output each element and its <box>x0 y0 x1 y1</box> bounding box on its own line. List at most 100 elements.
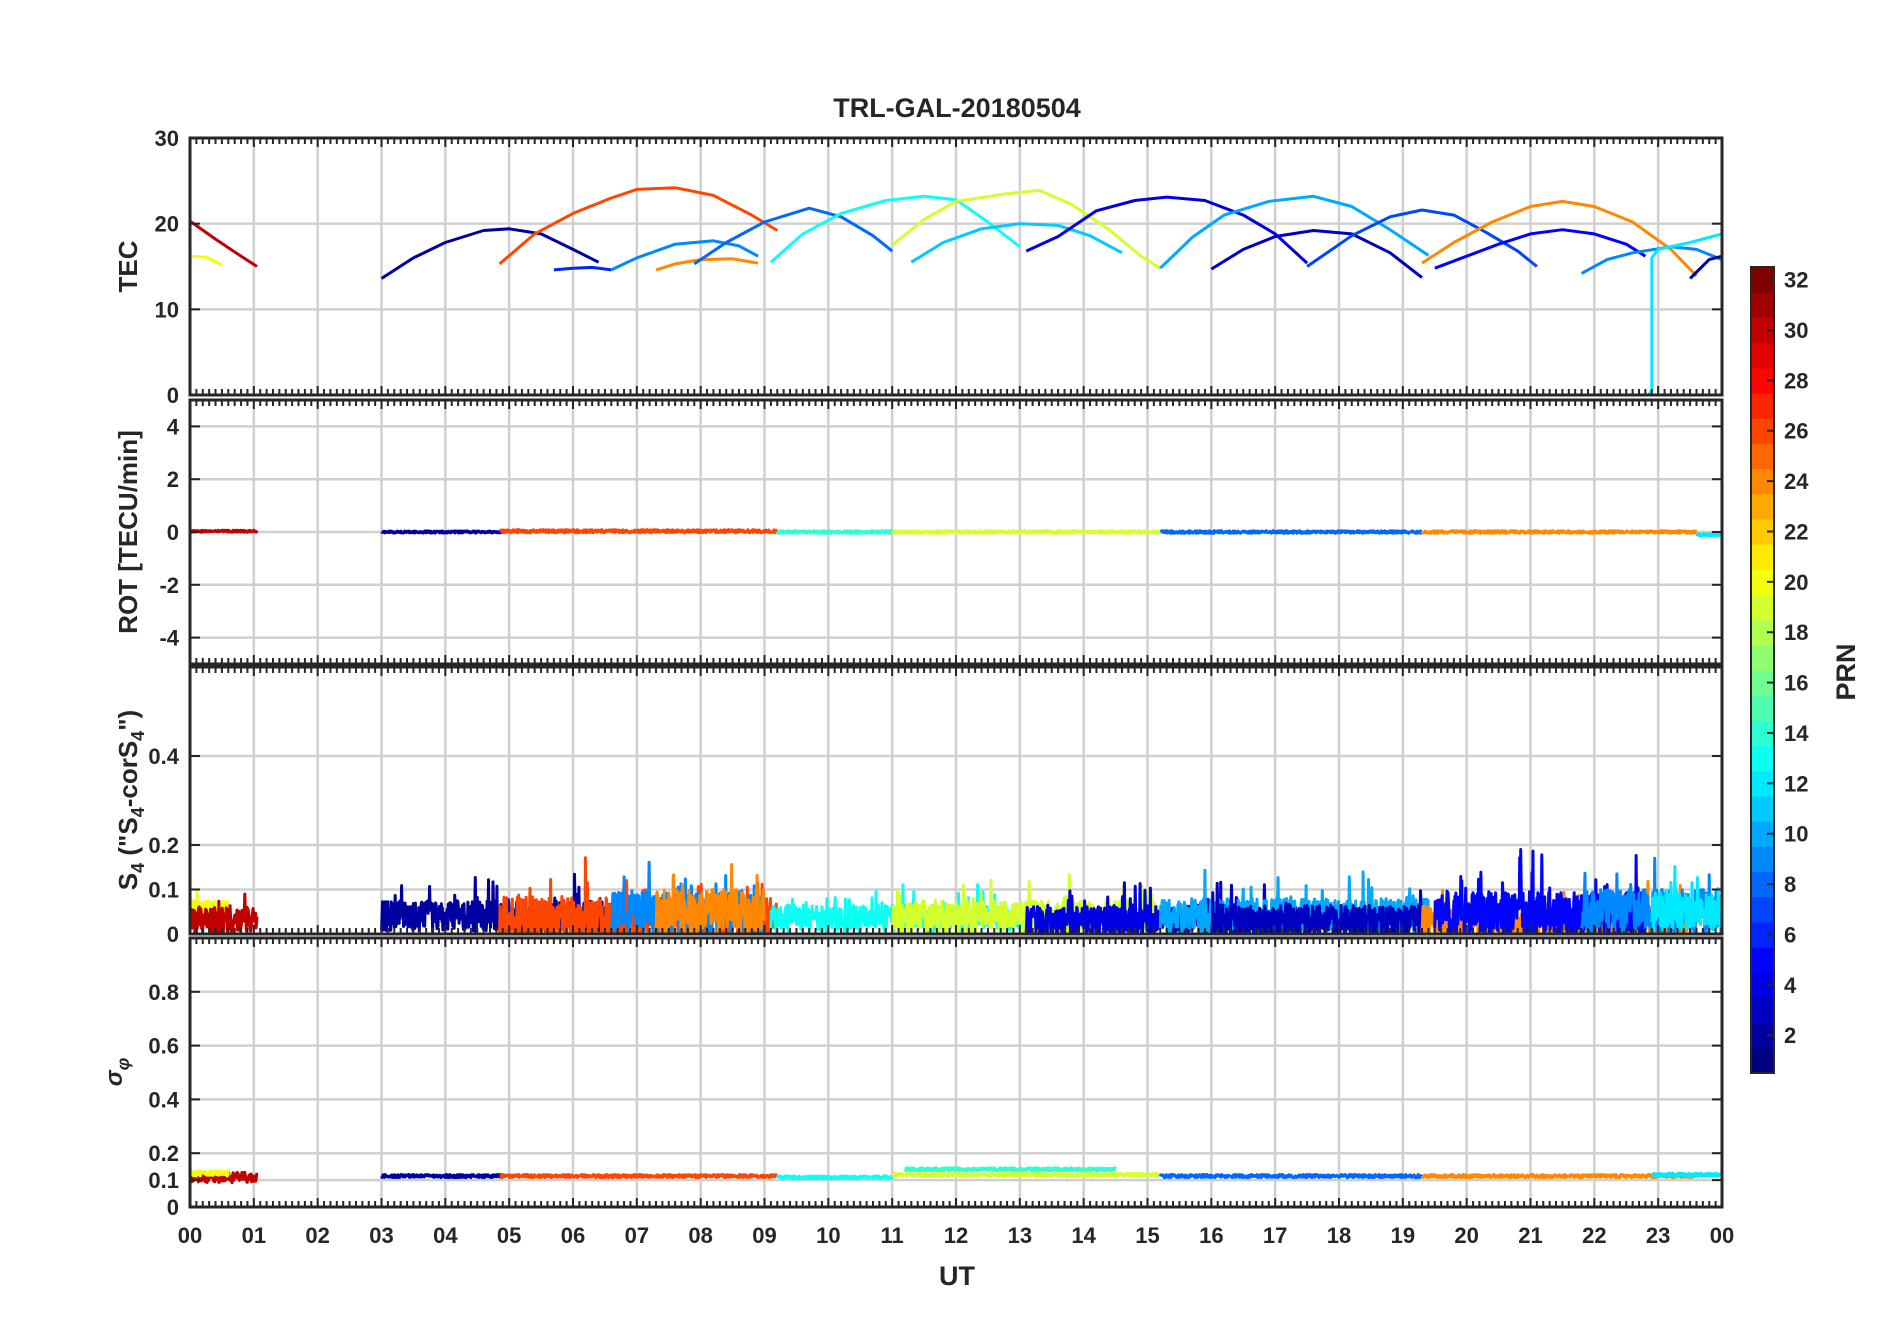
colorbar-label: PRN <box>1831 643 1861 700</box>
sigma-series-prn-13 <box>775 1174 894 1181</box>
x-tick-label: 18 <box>1327 1223 1351 1248</box>
x-tick-label: 21 <box>1518 1223 1542 1248</box>
colorbar-tick-label: 18 <box>1784 620 1808 645</box>
s4-series-prn-12 <box>1650 865 1724 931</box>
x-tick-label: 00 <box>178 1223 202 1248</box>
colorbar-tick-label: 30 <box>1784 318 1808 343</box>
colorbar-segment <box>1751 493 1774 520</box>
colorbar-segment <box>1751 720 1774 747</box>
colorbar-segment <box>1751 518 1774 545</box>
colorbar-tick-label: 4 <box>1784 973 1797 998</box>
rot-series-prn-2 <box>380 529 505 535</box>
s4-y-tick-label: 0 <box>167 922 179 947</box>
s4-axes: 0 0.1 0.2 0.4 <box>148 665 1724 947</box>
colorbar-tick-label: 2 <box>1784 1023 1796 1048</box>
rot-series-prn-14 <box>775 529 894 535</box>
sigma-series-prn-26 <box>498 1173 779 1180</box>
colorbar-segment <box>1751 745 1774 772</box>
x-tick-labels: 00 01 02 03 04 05 06 07 08 09 10 11 12 13 14 15 16 17 18 19… <box>178 1223 1734 1248</box>
colorbar-tick-label: 32 <box>1784 268 1808 293</box>
s4-series-prn-3 <box>1209 881 1424 936</box>
colorbar-segment <box>1751 367 1774 394</box>
s4-label-open: ("S <box>113 817 143 863</box>
tec-series-prn-13 <box>769 194 1021 264</box>
colorbar-tick-label: 12 <box>1784 771 1808 796</box>
x-tick-label: 22 <box>1582 1223 1606 1248</box>
sigma-series-prn-12 <box>1650 1171 1724 1178</box>
colorbar-segment <box>1751 468 1774 495</box>
rot-series-prn-30 <box>188 528 259 534</box>
sigma-label-sigma: σ <box>101 1069 128 1086</box>
sigma-y-tick-label: 0.1 <box>148 1168 179 1193</box>
s4-label-sub3: 4 <box>128 731 148 741</box>
rot-y-tick-label: -4 <box>159 626 179 651</box>
sigma-series-prn-30 <box>189 1170 259 1185</box>
tec-series-prn-20 <box>189 254 223 267</box>
sigma-axes: 00.10.2 0.4 0.6 0.8 <box>148 936 1724 1220</box>
chart-title: TRL-GAL-20180504 <box>833 93 1081 123</box>
sigma-y-axis-label: σφ <box>101 1057 133 1086</box>
sigma-label-phi: φ <box>113 1057 133 1070</box>
tec-series-prn-2 <box>380 227 600 280</box>
colorbar-tick-label: 10 <box>1784 822 1808 847</box>
colorbar-tick-label: 6 <box>1784 922 1796 947</box>
sigma-series-prn-24 <box>1420 1173 1698 1180</box>
tec-series <box>189 186 1723 396</box>
sigma-y-tick-label: 0.4 <box>148 1087 179 1112</box>
s4-label-mid: -corS <box>113 741 143 807</box>
x-tick-label: 13 <box>1008 1223 1032 1248</box>
colorbar-segment <box>1751 670 1774 696</box>
colorbar-segment <box>1751 695 1774 721</box>
colorbar-tick-label: 22 <box>1784 519 1808 544</box>
colorbar-segment <box>1751 921 1774 948</box>
colorbar-segment <box>1751 619 1774 646</box>
sigma-series-prn-2 <box>380 1173 505 1180</box>
tec-series-prn-2 <box>1689 254 1723 280</box>
s4-label-close: ") <box>113 710 143 731</box>
tec-y-tick-label: 0 <box>167 383 179 408</box>
colorbar-tick-label: 8 <box>1784 872 1796 897</box>
rot-y-tick-label: 4 <box>167 414 180 439</box>
tec-series-prn-8 <box>693 206 894 266</box>
colorbar-frame <box>1750 266 1775 1074</box>
tec-series-prn-9 <box>610 239 759 272</box>
rot-series <box>188 528 1724 538</box>
s4-series-prn-30 <box>188 892 259 935</box>
tec-series-prn-10 <box>1159 194 1430 270</box>
rot-series-prn-24 <box>1420 529 1698 535</box>
colorbar-segment <box>1751 821 1774 847</box>
colorbar-segment <box>1751 569 1774 596</box>
tec-series-prn-3 <box>1210 229 1423 279</box>
x-axis-label: UT <box>939 1261 975 1291</box>
rot-y-tick-label: -2 <box>159 573 179 598</box>
s4-panel: 00.10.20.4 S4 ("S4-corS4") <box>113 665 1724 947</box>
sigma-panel: 00.10.2 0.4 0.6 0.8 σφ <box>101 936 1724 1220</box>
colorbar-segment <box>1751 997 1774 1024</box>
colorbar-tick-label: 28 <box>1784 368 1808 393</box>
x-tick-label: 00 <box>1710 1223 1734 1248</box>
rot-y-tick-label: 2 <box>167 467 179 492</box>
tec-y-tick-label: 30 <box>155 126 179 151</box>
x-tick-label: 09 <box>752 1223 776 1248</box>
tec-series-prn-7 <box>1306 208 1538 268</box>
sigma-series-prn-19 <box>891 1171 1162 1178</box>
rot-y-tick-label: 0 <box>167 520 179 545</box>
sigma-series-prn-20 <box>188 1169 230 1178</box>
tec-series-prn-9 <box>1580 245 1723 275</box>
sigma-y-tick-label: 0.8 <box>148 980 179 1005</box>
colorbar-segment <box>1751 644 1774 671</box>
colorbar-segment <box>1751 795 1774 822</box>
s4-y-tick-label: 0.4 <box>148 744 179 769</box>
rot-panel: -4 -2 0 2 4 ROT [TECU/min] <box>113 398 1724 666</box>
tec-panel: 0 10 20 30 TEC <box>113 126 1724 408</box>
colorbar-segment <box>1751 443 1774 470</box>
x-tick-label: 08 <box>688 1223 712 1248</box>
sigma-y-tick-label: 0.2 <box>148 1141 179 1166</box>
tec-series-prn-26 <box>498 186 779 266</box>
s4-series-prn-24 <box>654 863 766 936</box>
colorbar-segment <box>1751 392 1774 419</box>
x-tick-label: 02 <box>305 1223 329 1248</box>
s4-label-sub: 4 <box>128 863 148 873</box>
